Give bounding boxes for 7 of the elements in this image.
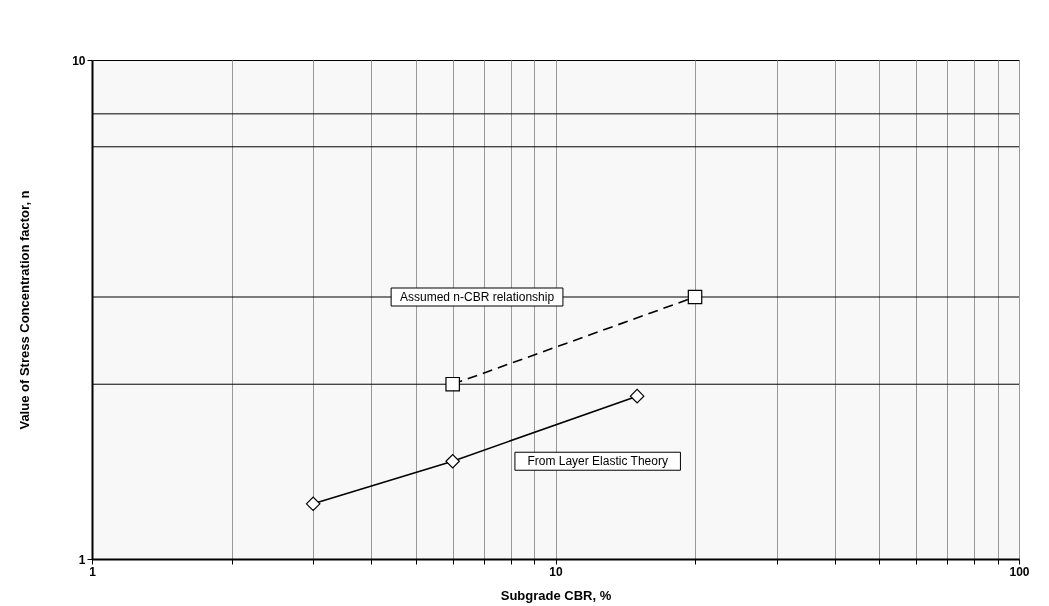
y-axis-title: Value of Stress Concentration factor, n [17, 190, 33, 430]
x-tick-label: 10 [549, 564, 563, 579]
x-axis-title: Subgrade CBR, % [500, 587, 612, 603]
x-tick-label: 100 [1009, 564, 1030, 579]
series-label: From Layer Elastic Theory [527, 454, 668, 469]
x-tick-label: 1 [89, 564, 97, 579]
text: Assumed n-CBR relationship [399, 290, 555, 304]
